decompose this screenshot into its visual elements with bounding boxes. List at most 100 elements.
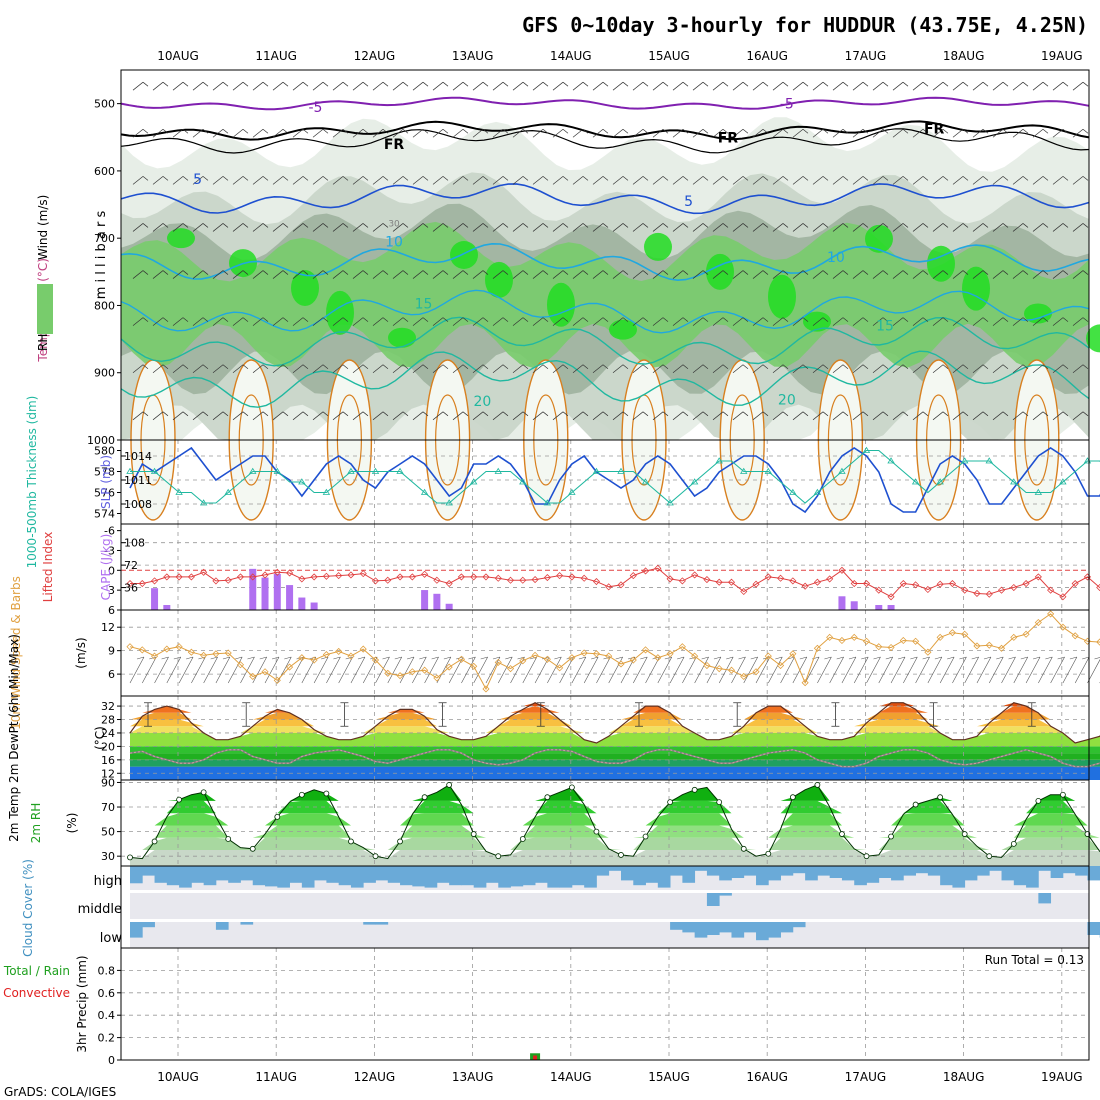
cloud-cover-bar — [473, 866, 487, 888]
temperature-fill-band — [130, 726, 1100, 733]
wind-speed-marker — [605, 652, 613, 660]
rh-marker — [740, 845, 747, 852]
precip-tick-label: 0.2 — [98, 1032, 116, 1045]
wind-speed-marker — [261, 668, 269, 676]
temperature-fill-band — [130, 719, 1100, 727]
wind-barb — [992, 128, 1009, 138]
cloud-cover-bar — [252, 866, 266, 886]
wind-barb — [792, 364, 809, 374]
wind-barb — [992, 270, 1009, 279]
pressure-tick-label: 700 — [94, 232, 115, 245]
wind-speed-marker — [359, 645, 367, 653]
thickness-tick-label: 578 — [94, 466, 115, 479]
thickness-marker — [371, 467, 380, 474]
wind-barb — [612, 270, 629, 279]
wind-barb — [1052, 270, 1069, 279]
surface-wind-barb — [939, 656, 955, 684]
wind-barb — [1012, 176, 1029, 185]
wind-barb — [852, 317, 869, 326]
rh-marker — [1035, 797, 1042, 804]
wind-barb — [672, 81, 689, 91]
cape-bar — [421, 590, 429, 610]
rh-marker — [200, 789, 207, 796]
wind-speed-marker — [310, 656, 318, 664]
precip-tick-label: 0.8 — [98, 964, 116, 977]
wind-barb — [952, 317, 969, 326]
wind-barb — [412, 81, 429, 91]
rh-marker — [323, 790, 330, 797]
rh-marker — [446, 782, 453, 788]
rh-legend-swatch — [37, 284, 53, 334]
cloud-cover-bar — [989, 866, 1002, 871]
minmax-errorbar — [1027, 702, 1036, 727]
wind-speed-marker — [899, 636, 907, 645]
pressure-tick-label: 1000 — [87, 434, 115, 447]
wind-barb — [592, 270, 609, 279]
wind-barb — [892, 317, 909, 326]
wind-barb — [932, 128, 949, 138]
rh-marker — [789, 794, 796, 801]
wind-barb — [132, 176, 149, 185]
wind-speed-marker — [887, 643, 895, 652]
wind-barb — [332, 128, 349, 138]
wind-speed-tick-label: 9 — [108, 645, 115, 658]
cape-bar — [838, 596, 846, 610]
cloud-cover-bar — [768, 866, 781, 881]
surface-wind-barb — [1050, 656, 1065, 684]
date-label: 12AUG — [354, 1070, 396, 1084]
lifted-index-marker — [641, 567, 650, 575]
wind-barb — [792, 223, 809, 232]
surface-wind-barb — [1087, 657, 1100, 684]
surface-wind-barb — [682, 656, 697, 684]
wind-speed-marker — [1010, 633, 1018, 641]
temperature-fill-band — [130, 746, 1100, 754]
wind-barb — [592, 317, 609, 326]
minmax-errorbar — [438, 702, 447, 727]
wind-barb — [972, 128, 989, 138]
cloud-cover-bar — [375, 922, 389, 925]
wind-speed-axis-label: 10m Wind Speed & Barbs — [9, 576, 23, 730]
cloud-cover-bar — [412, 866, 425, 887]
date-label: 14AUG — [550, 1070, 592, 1084]
wind-barb — [1032, 81, 1049, 91]
wind-barb — [1052, 176, 1069, 185]
rh-marker — [667, 799, 673, 806]
wind-barb — [412, 176, 429, 185]
wind-barb — [552, 364, 569, 374]
top-date-axis: 10AUG 11AUG 12AUG 13AUG 14AUG 15AUG 16AUG 17AUG… — [157, 49, 1082, 63]
wind-barb — [392, 411, 409, 421]
rh-marker — [691, 786, 698, 793]
wind-barb — [432, 81, 449, 91]
surface-wind-barb — [129, 656, 145, 684]
wind-barb — [552, 176, 569, 185]
date-label: 14AUG — [550, 49, 592, 63]
wind-speed-marker — [727, 666, 736, 674]
wind-barb — [672, 176, 689, 185]
wind-speed-marker — [973, 642, 981, 650]
wind-barb — [232, 317, 249, 326]
temperature-contour — [120, 289, 1090, 334]
surface-wind-barb — [362, 656, 378, 684]
rh-marker — [495, 853, 502, 860]
wind-barb — [632, 270, 649, 279]
precip-tick-label: 0.4 — [98, 1009, 116, 1022]
date-label: 11AUG — [255, 1070, 297, 1084]
wind-barb — [1032, 223, 1049, 232]
surface-wind-barb — [1013, 656, 1029, 684]
lifted-index-marker — [421, 570, 429, 578]
wind-speed-marker — [543, 655, 551, 663]
lifted-index-marker — [310, 573, 318, 581]
wind-barb — [372, 317, 389, 326]
wind-barb — [1012, 364, 1029, 374]
thickness-marker — [126, 467, 134, 474]
surface-wind-barb — [424, 656, 439, 684]
cloud-cover-bar — [571, 866, 585, 886]
wind-barb — [412, 317, 429, 326]
wind-barb — [132, 317, 149, 326]
date-label: 19AUG — [1041, 1070, 1083, 1084]
cloud-cover-bar — [756, 866, 769, 886]
slp-tick-label: 1011 — [124, 474, 152, 487]
chart-title: GFS 0~10day 3-hourly for HUDDUR (43.75E,… — [522, 13, 1088, 37]
cloud-cover-bar — [1087, 922, 1100, 935]
